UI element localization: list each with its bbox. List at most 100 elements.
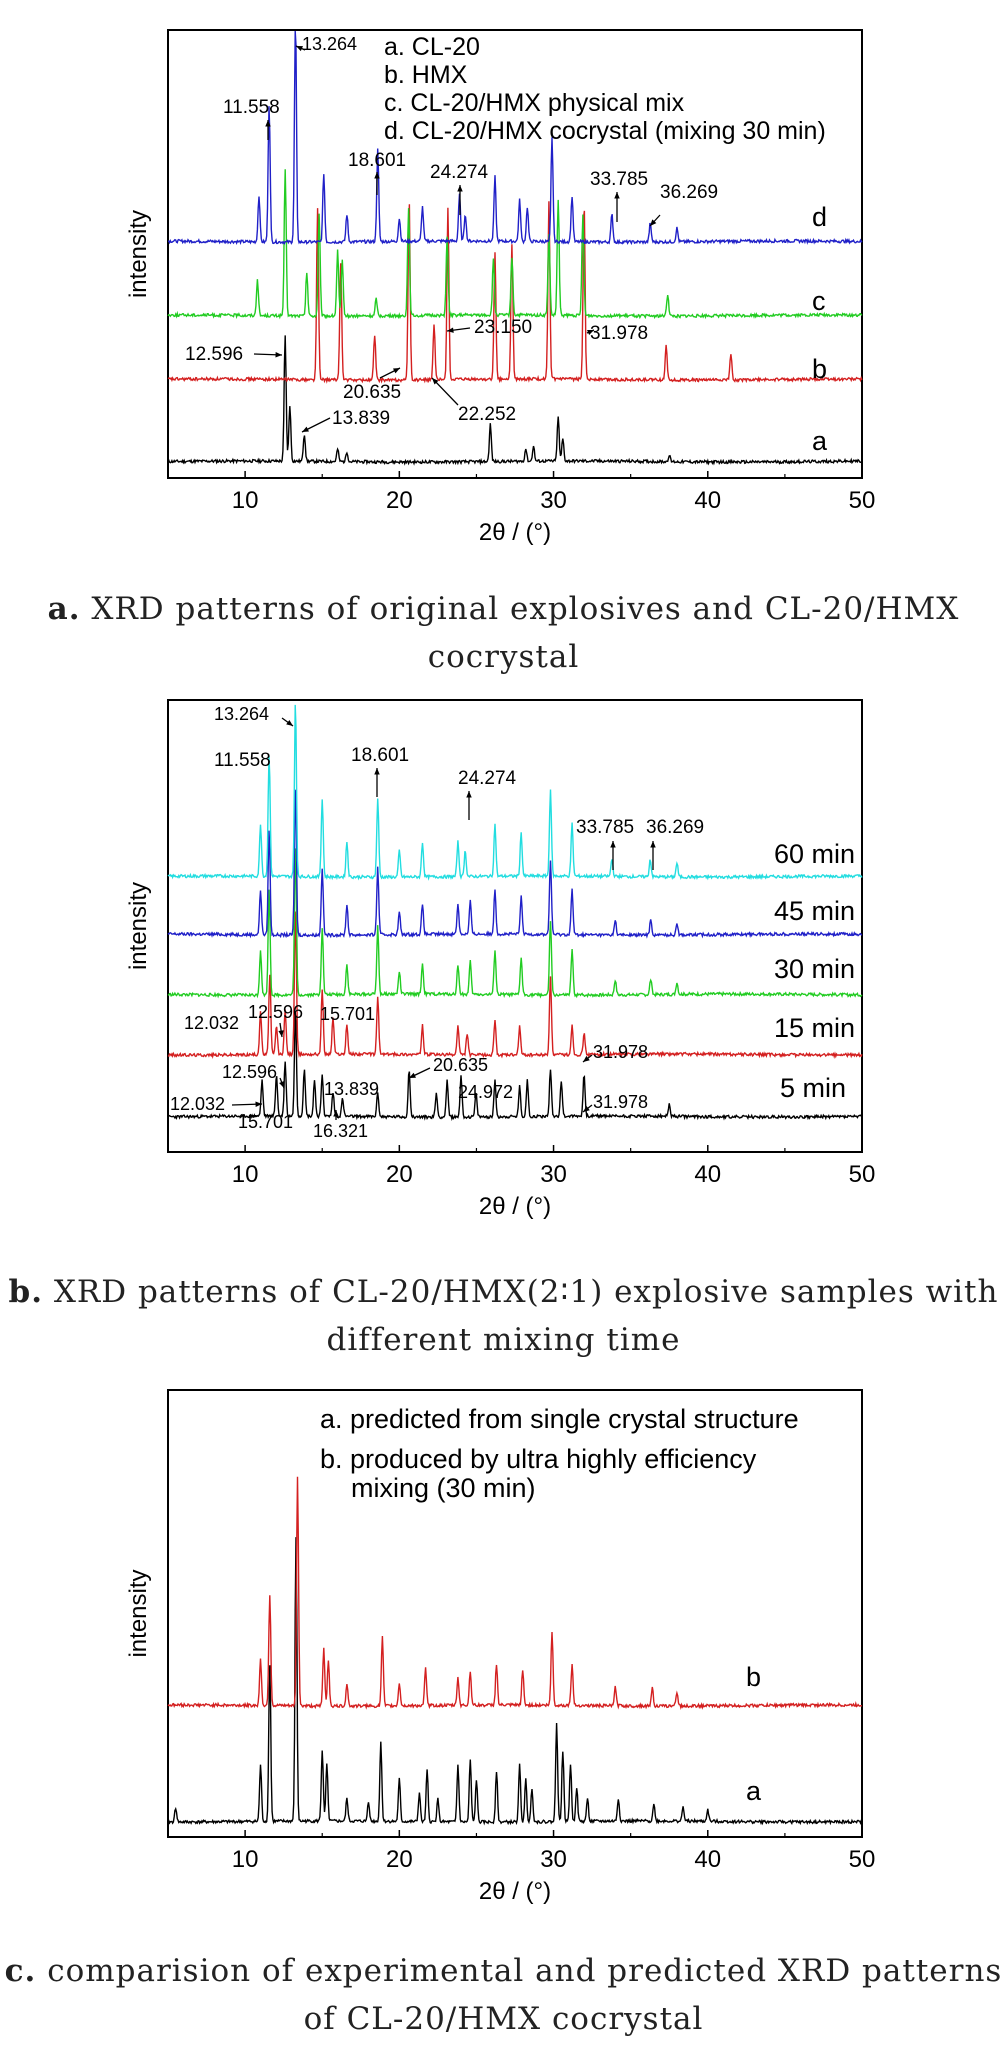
plot-frame-c <box>167 1389 863 1838</box>
annot-b-24274: 24.274 <box>458 768 517 789</box>
x-tick-label-c-30: 30 <box>540 1846 567 1873</box>
series-line-c-b <box>167 1476 862 1711</box>
annot-arrow-a-8-head <box>447 327 454 333</box>
curve-label-b-5-min: 5 min <box>780 1073 846 1103</box>
series-line-a-d <box>167 30 863 246</box>
x-tick-label-b-40: 40 <box>694 1161 721 1188</box>
x-tick-label-b-10: 10 <box>232 1161 259 1188</box>
x-axis-label-c: 2θ / (°) <box>479 1878 551 1905</box>
annot-a-13264: 13.264 <box>302 34 357 54</box>
series-line-b-45-min <box>167 789 863 939</box>
annot-b-13839: 13.839 <box>324 1079 379 1099</box>
annot-arrow-b-7-head <box>278 1030 284 1037</box>
legend-item-a-1: b. HMX <box>384 61 468 89</box>
annot-b-15701-5: 15.701 <box>238 1112 293 1132</box>
annot-arrow-b-17-head <box>333 1110 339 1117</box>
x-tick-label-a-50: 50 <box>849 487 876 514</box>
annot-arrow-a-10-head <box>432 378 439 385</box>
series-line-a-b <box>167 201 863 384</box>
series-line-c-a <box>167 1537 863 1826</box>
caption-a-text: XRD patterns of original explosives and … <box>91 591 960 675</box>
annot-arrow-a-7-head <box>393 368 400 374</box>
plot-frame-a <box>167 29 863 479</box>
chart-a: 10 20 30 40 50 2θ / (°) intensity a b c d a. CL-20b… <box>125 29 876 546</box>
annot-arrow-a-0-head <box>296 46 303 52</box>
annot-b-15701: 15.701 <box>320 1004 375 1024</box>
legend-item-c-1a: b. produced by ultra highly efficiency <box>320 1444 757 1474</box>
series-line-b-30-min <box>167 848 863 999</box>
annot-b-12596-5: 12.596 <box>222 1062 277 1082</box>
annot-arrow-a-9-head <box>587 330 594 336</box>
x-tick-label-c-50: 50 <box>849 1846 876 1873</box>
panel-c: 10 20 30 40 50 2θ / (°) intensity a b a. predicte… <box>0 1389 1007 2055</box>
annot-arrow-a-1-head <box>265 120 271 127</box>
x-axis-label-b: 2θ / (°) <box>479 1193 551 1220</box>
annot-a-12596: 12.596 <box>185 344 243 365</box>
annot-a-31978: 31.978 <box>590 323 648 344</box>
annot-arrow-b-2-head <box>374 768 380 775</box>
curve-label-a-a: a <box>812 426 828 456</box>
curve-label-b-45-min: 45 min <box>774 896 855 926</box>
annot-a-18601: 18.601 <box>348 150 406 171</box>
y-axis-label-a: intensity <box>125 210 152 298</box>
x-tick-label-b-50: 50 <box>849 1161 876 1188</box>
annot-a-20635: 20.635 <box>343 382 401 403</box>
annot-arrow-b-3-head <box>466 791 472 798</box>
curve-label-a-b: b <box>812 354 827 384</box>
x-tick-label-a-10: 10 <box>232 487 259 514</box>
annot-a-33785: 33.785 <box>590 169 648 190</box>
annot-arrow-a-2-head <box>374 172 380 179</box>
caption-a-letter: a. <box>47 591 81 627</box>
curve-label-b-15-min: 15 min <box>774 1013 855 1043</box>
annot-b-12032-5: 12.032 <box>170 1094 225 1114</box>
annot-b-11558: 11.558 <box>214 750 271 771</box>
chart-b: 10 20 30 40 50 2θ / (°) intensity 60 min 45 min 3… <box>125 699 876 1220</box>
annot-arrow-a-3-head <box>457 185 463 192</box>
chart-c: 10 20 30 40 50 2θ / (°) intensity a b a. predicte… <box>125 1389 876 1905</box>
annot-b-36269: 36.269 <box>646 817 704 838</box>
caption-b: b. XRD patterns of CL-20/HMX(2∶1) explos… <box>0 1268 1007 1364</box>
series-line-b-60-min <box>167 704 863 881</box>
x-tick-label-a-20: 20 <box>386 487 413 514</box>
panel-b: 10 20 30 40 50 2θ / (°) intensity 60 min 45 min 3… <box>0 699 1007 1380</box>
caption-a: a. XRD patterns of original explosives a… <box>0 585 1007 681</box>
annot-b-24972: 24.972 <box>458 1082 513 1102</box>
curve-label-c-b: b <box>746 1662 761 1692</box>
curve-label-a-c: c <box>812 286 826 316</box>
series-line-b-5-min <box>167 1011 863 1122</box>
annot-b-12596: 12.596 <box>248 1002 303 1022</box>
annot-arrow-b-10-head <box>279 1081 285 1088</box>
annot-b-31978: 31.978 <box>593 1042 648 1062</box>
curve-label-a-d: d <box>812 202 827 232</box>
annot-a-24274: 24.274 <box>430 162 489 183</box>
x-tick-label-a-30: 30 <box>540 487 567 514</box>
legend-item-a-0: a. CL-20 <box>384 33 480 61</box>
x-tick-label-b-30: 30 <box>540 1161 567 1188</box>
annot-arrow-b-4-head <box>610 841 616 848</box>
curve-label-b-60-min: 60 min <box>774 839 855 869</box>
caption-c-letter: c. <box>4 1953 37 1989</box>
x-axis-label-a: 2θ / (°) <box>479 519 551 546</box>
annot-b-18601: 18.601 <box>351 745 409 766</box>
curve-label-b-30-min: 30 min <box>774 954 855 984</box>
x-tick-label-b-20: 20 <box>386 1161 413 1188</box>
series-line-b-15-min <box>167 911 863 1060</box>
annot-a-11558: 11.558 <box>223 97 280 118</box>
annot-arrow-a-5-head <box>650 219 657 226</box>
annot-b-12032: 12.032 <box>184 1013 239 1033</box>
annot-arrow-b-15-head <box>583 1105 590 1112</box>
annot-a-13839: 13.839 <box>332 408 390 429</box>
panel-a: 10 20 30 40 50 2θ / (°) intensity a b c d a. CL-20 b… <box>0 0 1007 690</box>
curve-label-c-a: a <box>746 1776 762 1806</box>
plot-frame-b <box>167 699 863 1153</box>
x-tick-label-a-40: 40 <box>694 487 721 514</box>
annot-b-31978-5: 31.978 <box>593 1092 648 1112</box>
legend-item-a-2: c. CL-20/HMX physical mix <box>384 89 685 117</box>
annot-b-33785: 33.785 <box>576 817 634 838</box>
annot-arrow-a-6-head <box>275 352 282 358</box>
series-line-a-a <box>167 335 863 466</box>
annot-a-22252: 22.252 <box>458 404 516 425</box>
annot-arrow-a-4-head <box>614 192 620 199</box>
annot-arrow-b-13-head <box>255 1101 262 1107</box>
annot-arrow-a-11-head <box>302 426 309 432</box>
